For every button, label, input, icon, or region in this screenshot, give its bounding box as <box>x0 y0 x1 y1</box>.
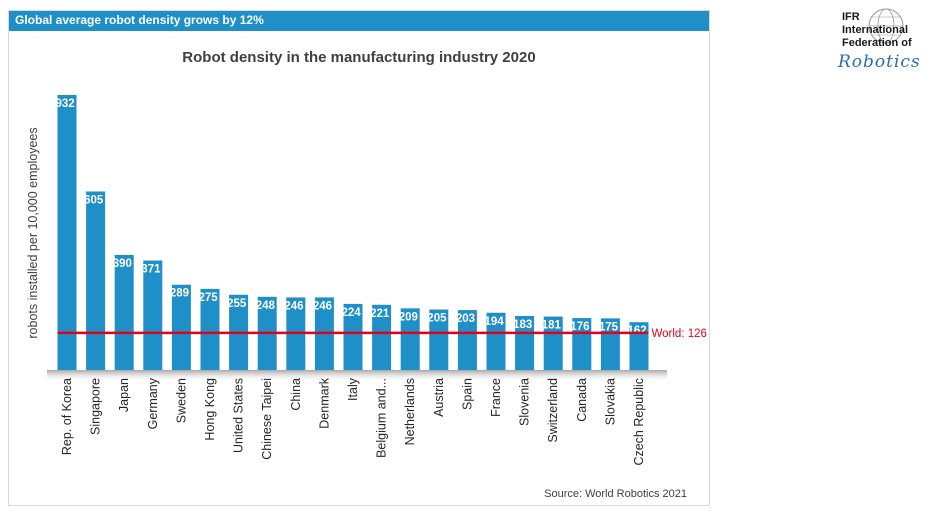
header-banner: Global average robot density grows by 12… <box>9 11 709 31</box>
x-tick-label: Belgium and... <box>375 378 389 458</box>
bar-value-label: 194 <box>485 316 505 328</box>
x-tick-label: Hong Kong <box>203 378 217 441</box>
bar-value-label: 209 <box>399 311 418 323</box>
logo-ifr: IFR <box>842 11 860 23</box>
bar <box>429 309 449 370</box>
x-tick-label: Austria <box>432 378 446 417</box>
x-tick-label: Japan <box>117 378 131 412</box>
x-tick-label: Germany <box>146 377 160 429</box>
bar-value-label: 275 <box>199 292 219 304</box>
ifr-logo: IFR International Federation of Robotics <box>838 8 938 74</box>
bar <box>572 318 592 370</box>
bar-value-label: 203 <box>456 313 475 325</box>
bar <box>629 322 649 370</box>
bar <box>372 304 392 370</box>
x-tick-label: Canada <box>575 378 589 422</box>
bar-value-label: 221 <box>370 308 390 320</box>
bar <box>600 318 620 370</box>
bar-value-label: 932 <box>56 98 75 110</box>
bar-value-label: 605 <box>84 194 104 206</box>
bar-value-label: 162 <box>628 325 647 337</box>
bar-value-label: 181 <box>542 320 562 332</box>
x-tick-label: France <box>489 378 503 417</box>
bar-value-label: 371 <box>141 264 161 276</box>
bar-floor-shadow <box>47 370 667 382</box>
bar <box>515 316 535 370</box>
bar <box>114 254 134 370</box>
bar <box>457 310 477 370</box>
x-tick-label: Spain <box>460 378 474 410</box>
x-tick-label: Switzerland <box>546 378 560 443</box>
bar <box>57 95 77 370</box>
bar-value-label: 224 <box>342 307 362 319</box>
bar <box>543 316 563 370</box>
bar <box>200 288 220 370</box>
x-tick-label: Czech Republic <box>632 378 646 466</box>
bar <box>400 308 420 370</box>
chart-panel: Global average robot density grows by 12… <box>8 10 710 506</box>
bar-chart: robots installed per 10,000 employees 932… <box>26 95 707 466</box>
x-tick-label: Netherlands <box>403 378 417 445</box>
bar <box>86 191 106 370</box>
chart-title: Robot density in the manufacturing indus… <box>182 49 536 66</box>
source-note: Source: World Robotics 2021 <box>544 488 687 500</box>
x-tick-label: United States <box>232 378 246 453</box>
header-banner-text: Global average robot density grows by 12… <box>15 13 264 27</box>
bar-value-label: 390 <box>113 258 132 270</box>
bar-value-label: 205 <box>427 313 447 325</box>
bar-value-label: 183 <box>513 319 532 331</box>
x-tick-label: China <box>289 378 303 411</box>
logo-federation: Federation of <box>842 37 912 49</box>
y-axis-label: robots installed per 10,000 employees <box>26 127 40 338</box>
bar-value-label: 176 <box>570 321 589 333</box>
bar-value-label: 255 <box>227 298 247 310</box>
x-tick-label: Slovakia <box>603 378 617 425</box>
bar <box>143 260 163 370</box>
bar-value-label: 246 <box>284 300 303 312</box>
bar-value-label: 175 <box>599 321 619 333</box>
bar <box>343 303 363 370</box>
x-tick-label: Slovenia <box>518 378 532 426</box>
logo-robotics: Robotics <box>838 52 921 72</box>
bar <box>171 284 191 370</box>
x-tick-label: Singapore <box>89 378 103 435</box>
world-average-label: World: 126 <box>652 328 707 340</box>
bar-value-label: 246 <box>313 300 332 312</box>
globe-icon <box>868 8 904 44</box>
x-tick-label: Sweden <box>174 378 188 423</box>
logo-international: International <box>842 24 909 36</box>
x-tick-label: Rep. of Korea <box>60 378 74 455</box>
bar-value-label: 289 <box>170 288 189 300</box>
bar <box>486 312 506 370</box>
x-tick-label: Chinese Taipei <box>260 378 274 460</box>
x-tick-label: Denmark <box>317 377 331 428</box>
bar-value-label: 248 <box>256 300 276 312</box>
x-tick-label: Italy <box>346 377 360 401</box>
